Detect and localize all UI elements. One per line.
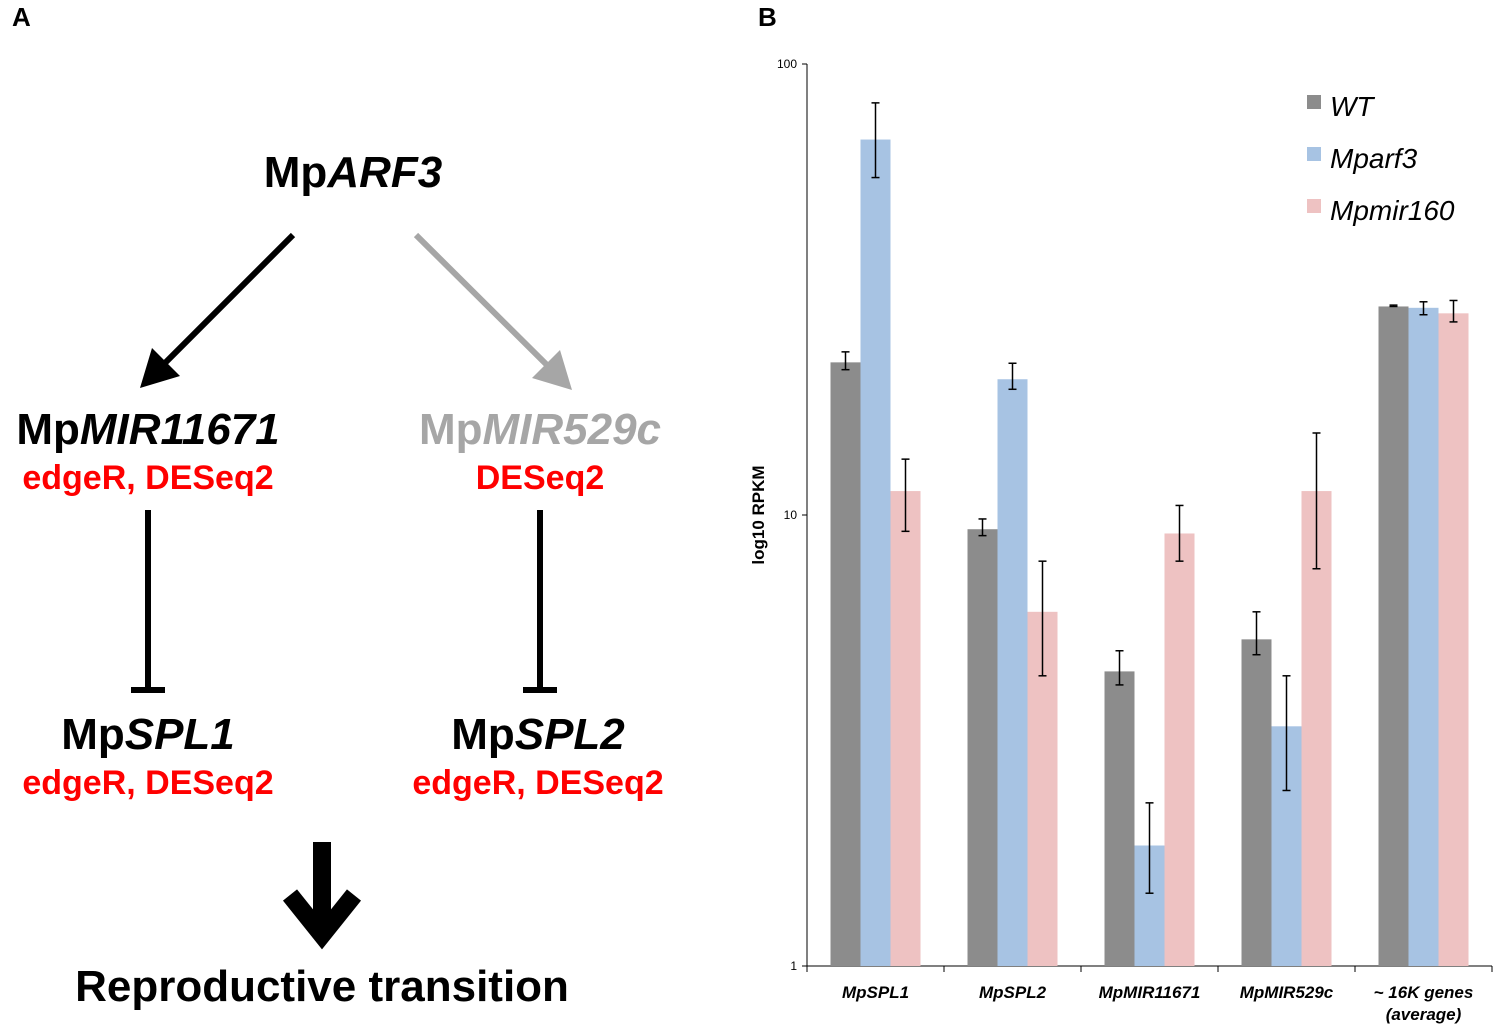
legend-label-Mpmir160: Mpmir160 bbox=[1330, 195, 1455, 226]
gene-mpmir529c: MpMIR529c bbox=[418, 405, 662, 454]
gene-mpspl1: MpSPL1 bbox=[61, 710, 235, 759]
legend-swatch-WT bbox=[1307, 95, 1321, 109]
bar-WT-1 bbox=[967, 529, 998, 966]
category-label-3-0: MpMIR529c bbox=[1240, 983, 1334, 1002]
y-tick-label-1: 10 bbox=[784, 508, 798, 522]
bar-Mpmir160-2 bbox=[1164, 533, 1195, 966]
methods-mpmir11671: edgeR, DESeq2 bbox=[22, 459, 274, 497]
category-label-4-0: ~ 16K genes bbox=[1374, 983, 1474, 1002]
methods-mpspl1: edgeR, DESeq2 bbox=[22, 764, 274, 802]
bar-Mparf3-1 bbox=[997, 379, 1028, 966]
methods-mpspl2: edgeR, DESeq2 bbox=[412, 764, 664, 802]
bar-WT-2 bbox=[1104, 671, 1135, 966]
gene-mparf3: MpARF3 bbox=[263, 148, 443, 197]
category-label-0-0: MpSPL1 bbox=[842, 983, 909, 1002]
arrow-arf3-mir529c bbox=[413, 232, 555, 373]
y-tick-label-0: 1 bbox=[790, 959, 797, 973]
methods-mpmir529c: DESeq2 bbox=[475, 459, 605, 497]
arrow-arf3-mir11671 bbox=[157, 232, 296, 371]
bar-Mpmir160-0 bbox=[890, 491, 921, 966]
bar-WT-4 bbox=[1378, 306, 1409, 966]
bar-Mpmir160-3 bbox=[1301, 491, 1332, 966]
panel-a-label: A bbox=[12, 2, 31, 32]
gene-mpmir11671: MpMIR11671 bbox=[16, 405, 280, 454]
bar-Mparf3-0 bbox=[860, 139, 891, 967]
legend-swatch-Mparf3 bbox=[1307, 147, 1321, 161]
bar-Mpmir160-4 bbox=[1438, 313, 1469, 966]
bar-WT-0 bbox=[830, 362, 861, 967]
diagram-arrows bbox=[131, 232, 572, 950]
category-label-1-0: MpSPL2 bbox=[979, 983, 1047, 1002]
down-arrow-head bbox=[282, 889, 362, 950]
arrow-head-mir11671 bbox=[140, 348, 180, 388]
arrow-head-mir529c bbox=[532, 350, 572, 390]
legend-label-Mparf3: Mparf3 bbox=[1330, 143, 1418, 174]
category-label-4-1: (average) bbox=[1386, 1005, 1462, 1024]
panel-b-label: B bbox=[758, 2, 777, 32]
outcome-label: Reproductive transition bbox=[75, 962, 569, 1011]
bar-Mparf3-4 bbox=[1408, 307, 1439, 967]
bar-chart: 1 10 100 log10 RPKM MpSPL1 MpSPL2 MpMIR11671 Mp… bbox=[749, 57, 1493, 1024]
y-axis-title: log10 RPKM bbox=[749, 465, 768, 564]
legend-label-WT: WT bbox=[1330, 91, 1375, 122]
legend-swatch-Mpmir160 bbox=[1307, 199, 1321, 213]
y-tick-label-2: 100 bbox=[777, 57, 797, 71]
bar-WT-3 bbox=[1241, 639, 1272, 966]
gene-mpspl2: MpSPL2 bbox=[451, 710, 625, 759]
category-label-2-0: MpMIR11671 bbox=[1099, 983, 1201, 1002]
